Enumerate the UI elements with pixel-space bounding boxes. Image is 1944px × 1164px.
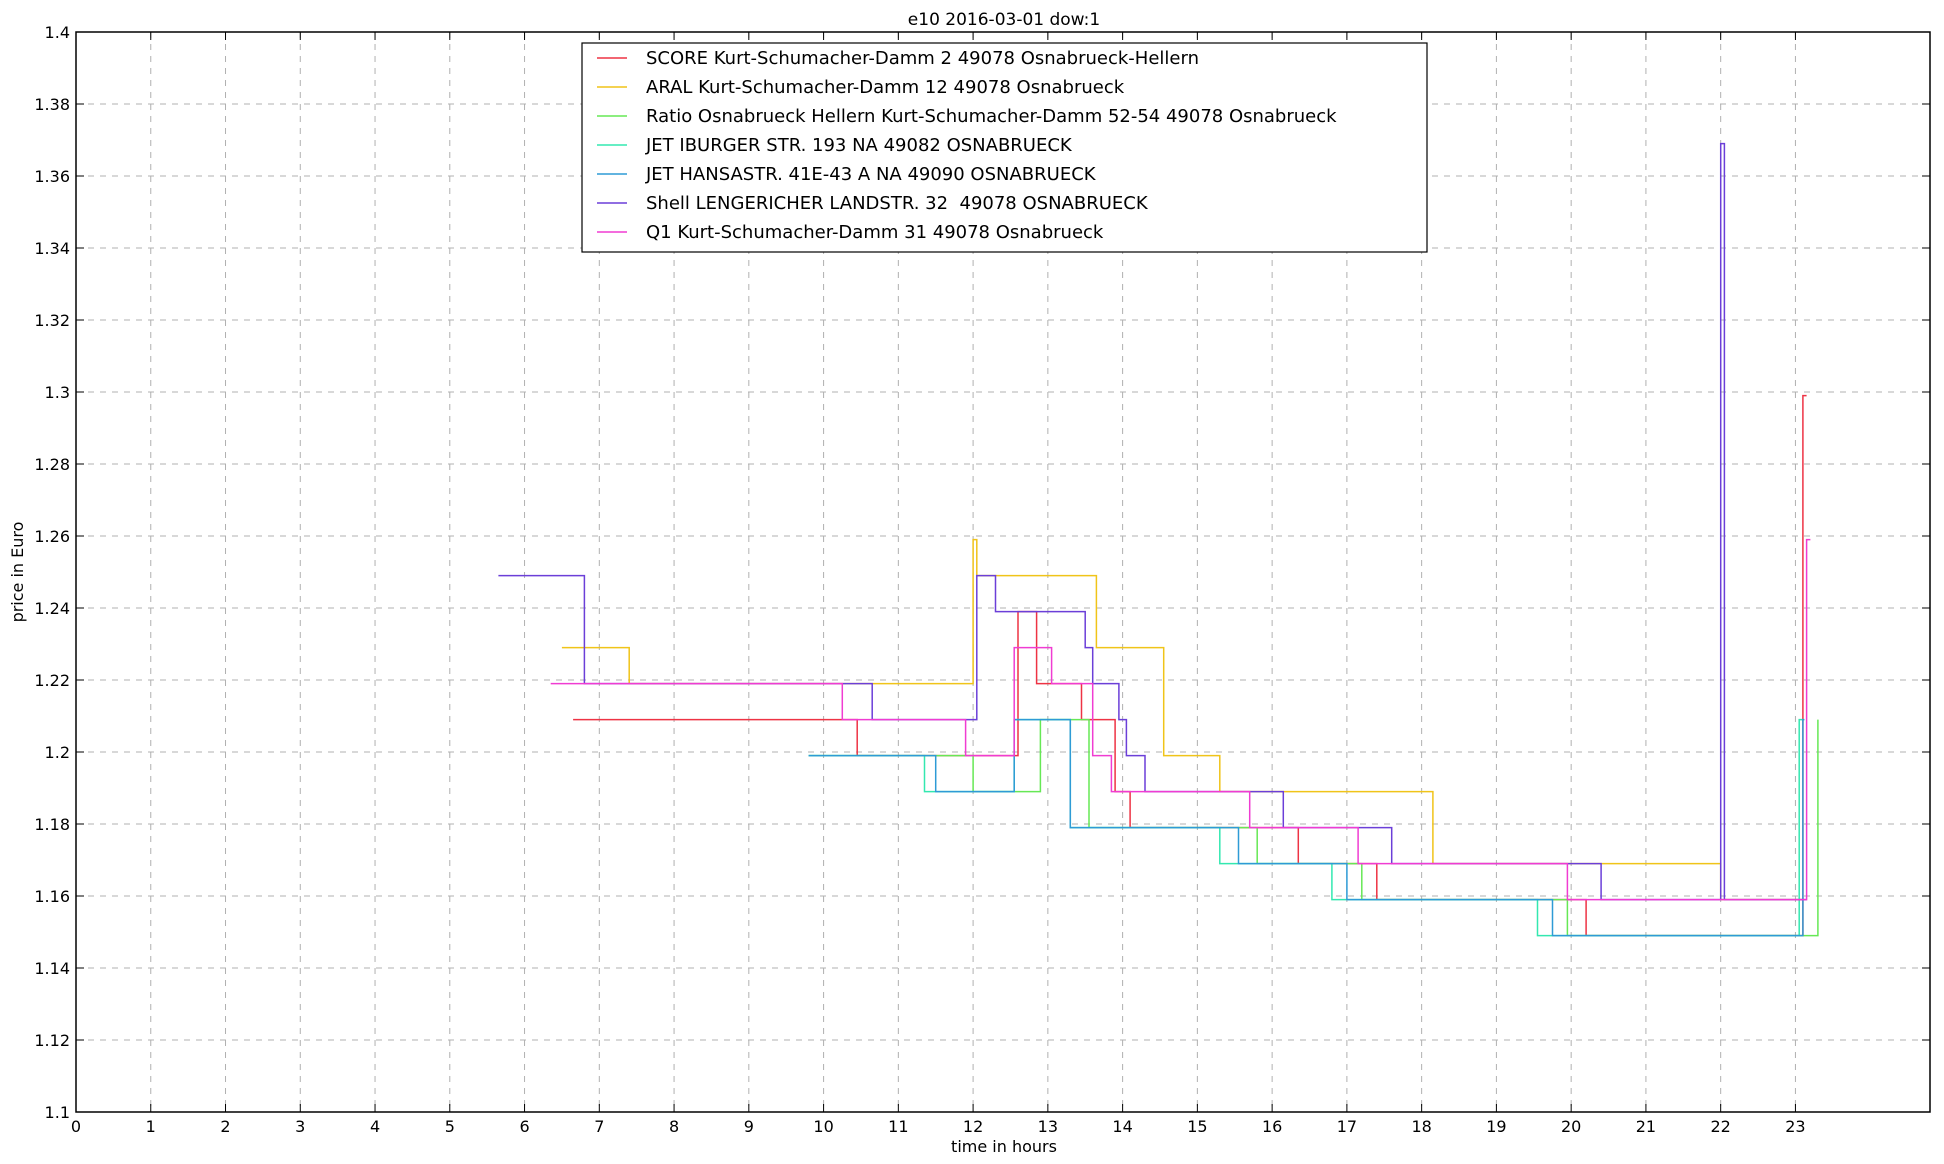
series-line-5 [498, 142, 1807, 901]
x-tick-label: 5 [445, 1117, 455, 1136]
x-tick-label: 19 [1486, 1117, 1506, 1136]
x-tick-label: 2 [220, 1117, 230, 1136]
y-tick-label: 1.12 [34, 1031, 70, 1050]
series-lines [498, 142, 1819, 937]
y-tick-label: 1.18 [34, 815, 70, 834]
x-axis-label: time in hours [951, 1137, 1057, 1156]
x-tick-label: 9 [744, 1117, 754, 1136]
y-tick-label: 1.28 [34, 455, 70, 474]
x-tick-label: 8 [669, 1117, 679, 1136]
series-line-6 [550, 538, 1811, 901]
x-tick-label: 15 [1187, 1117, 1207, 1136]
legend-label: JET HANSASTR. 41E-43 A NA 49090 OSNABRUE… [645, 164, 1097, 185]
x-tick-label: 1 [146, 1117, 156, 1136]
legend-label: SCORE Kurt-Schumacher-Damm 2 49078 Osnab… [646, 48, 1199, 69]
x-tick-label: 12 [963, 1117, 983, 1136]
x-tick-label: 14 [1112, 1117, 1132, 1136]
x-tick-label: 0 [71, 1117, 81, 1136]
series-line-0 [573, 394, 1807, 937]
y-tick-label: 1.14 [34, 959, 70, 978]
x-tick-label: 11 [888, 1117, 908, 1136]
x-tick-label: 13 [1038, 1117, 1058, 1136]
x-axis-ticks: 0 1 2 3 4 5 6 7 8 9 10 11 12 13 14 15 16 17 18 19 20 21 22 23 [71, 32, 1806, 1136]
legend: SCORE Kurt-Schumacher-Damm 2 49078 Osnab… [581, 42, 1428, 253]
legend-label: Q1 Kurt-Schumacher-Damm 31 49078 Osnabru… [646, 222, 1104, 243]
x-tick-label: 18 [1411, 1117, 1431, 1136]
x-tick-label: 4 [370, 1117, 380, 1136]
y-axis-label: price in Euro [8, 522, 27, 623]
y-axis-ticks: 1.1 1.12 1.14 1.16 1.18 1.2 1.22 1.24 1.26 1.28 1.… [34, 23, 1930, 1122]
chart-title: e10 2016-03-01 dow:1 [908, 10, 1100, 30]
y-tick-label: 1.2 [45, 743, 70, 762]
plot-area-frame [75, 31, 1931, 1113]
x-tick-label: 23 [1785, 1117, 1805, 1136]
y-tick-label: 1.26 [34, 527, 70, 546]
y-tick-label: 1.34 [34, 239, 70, 258]
y-tick-label: 1.3 [45, 383, 70, 402]
legend-label: Ratio Osnabrueck Hellern Kurt-Schumacher… [646, 106, 1337, 127]
x-tick-label: 7 [594, 1117, 604, 1136]
y-tick-label: 1.32 [34, 311, 70, 330]
legend-label: ARAL Kurt-Schumacher-Damm 12 49078 Osnab… [646, 77, 1125, 98]
x-tick-label: 21 [1636, 1117, 1656, 1136]
y-tick-label: 1.38 [34, 95, 70, 114]
series-line-4 [808, 718, 1805, 937]
x-tick-label: 22 [1710, 1117, 1730, 1136]
x-tick-label: 3 [295, 1117, 305, 1136]
x-tick-label: 17 [1337, 1117, 1357, 1136]
x-tick-label: 16 [1262, 1117, 1282, 1136]
legend-box [581, 42, 1428, 253]
legend-label: JET IBURGER STR. 193 NA 49082 OSNABRUECK [645, 135, 1073, 156]
legend-label: Shell LENGERICHER LANDSTR. 32 49078 OSNA… [646, 193, 1149, 214]
y-tick-label: 1.4 [45, 23, 70, 42]
y-tick-label: 1.24 [34, 599, 70, 618]
x-tick-label: 6 [519, 1117, 529, 1136]
x-tick-label: 10 [813, 1117, 833, 1136]
y-tick-label: 1.36 [34, 167, 70, 186]
y-tick-label: 1.22 [34, 671, 70, 690]
x-tick-label: 20 [1561, 1117, 1581, 1136]
y-tick-label: 1.1 [45, 1103, 70, 1122]
y-tick-label: 1.16 [34, 887, 70, 906]
